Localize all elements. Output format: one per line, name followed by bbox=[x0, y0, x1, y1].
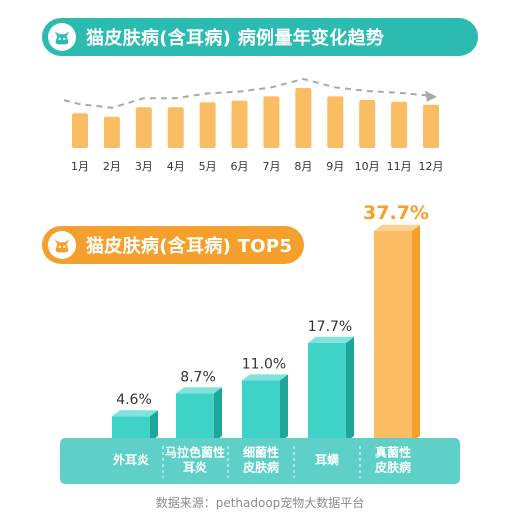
month-label: 9月 bbox=[326, 160, 344, 173]
top5-value-label: 37.7% bbox=[363, 202, 429, 224]
data-source-note: 数据来源：pethadoop宠物大数据平台 bbox=[155, 496, 365, 510]
month-label: 6月 bbox=[231, 160, 249, 173]
top5-bar bbox=[176, 387, 222, 442]
trend-chart: 1月 2月 3月 4月 5月 6月 7月 8月 9月 10月 11月 12月 bbox=[63, 77, 444, 173]
trend-bar bbox=[263, 96, 280, 148]
top5-bar bbox=[374, 224, 420, 442]
top5-bar-top bbox=[308, 336, 354, 343]
trend-bar bbox=[295, 88, 312, 148]
top5-bar bbox=[308, 336, 354, 442]
top5-category-label: 真菌性 bbox=[375, 445, 411, 460]
trend-title-pill: 猫皮肤病(含耳病) 病例量年变化趋势 bbox=[42, 18, 478, 56]
trend-bar bbox=[391, 101, 408, 148]
month-label: 3月 bbox=[135, 160, 153, 173]
top5-bar-top bbox=[112, 410, 158, 417]
top5-category-label: 耳螨 bbox=[315, 452, 339, 467]
top5-category-label: 外耳炎 bbox=[113, 452, 149, 467]
top5-chart: 4.6%8.7%11.0%17.7%37.7%外耳炎马拉色菌性耳炎细菌性皮肤病耳… bbox=[60, 202, 460, 484]
trend-bar bbox=[167, 107, 184, 148]
top5-bar bbox=[242, 374, 288, 442]
top5-bar-front bbox=[242, 380, 280, 442]
top5-bar-side bbox=[214, 387, 222, 442]
top5-category-label: 皮肤病 bbox=[374, 460, 411, 475]
top5-bar-side bbox=[150, 410, 158, 442]
top5-chart-title: 猫皮肤病(含耳病) TOP5 bbox=[86, 236, 293, 257]
top5-bar-side bbox=[412, 224, 420, 442]
top5-category-label: 耳炎 bbox=[183, 460, 207, 475]
cat-icon bbox=[48, 231, 76, 259]
top5-bar-front bbox=[112, 416, 150, 442]
trend-bar bbox=[423, 104, 439, 148]
month-label: 7月 bbox=[262, 160, 280, 173]
trend-arrowhead bbox=[425, 90, 437, 102]
top5-bar-front bbox=[308, 342, 346, 442]
top5-value-label: 4.6% bbox=[116, 392, 152, 408]
trend-bar bbox=[103, 116, 120, 148]
cat-icon bbox=[48, 23, 76, 51]
trend-bar bbox=[72, 113, 88, 148]
month-label: 10月 bbox=[355, 160, 380, 173]
top5-bar bbox=[112, 410, 158, 442]
trend-chart-title: 猫皮肤病(含耳病) 病例量年变化趋势 bbox=[86, 28, 385, 49]
trend-bar bbox=[199, 102, 216, 148]
top5-title-pill: 猫皮肤病(含耳病) TOP5 bbox=[42, 226, 304, 264]
top5-value-label: 8.7% bbox=[180, 369, 216, 385]
trend-bar bbox=[135, 107, 152, 148]
month-label: 5月 bbox=[199, 160, 217, 173]
top5-value-label: 17.7% bbox=[308, 319, 352, 335]
month-label: 12月 bbox=[419, 160, 444, 173]
top5-value-label: 11.0% bbox=[242, 356, 286, 372]
trend-bar bbox=[231, 100, 248, 148]
top5-bar-top bbox=[242, 374, 288, 381]
top5-bar-side bbox=[346, 336, 354, 442]
month-label: 2月 bbox=[103, 160, 121, 173]
top5-bar-top bbox=[374, 224, 420, 231]
month-label: 11月 bbox=[387, 160, 412, 173]
month-label: 8月 bbox=[294, 160, 312, 173]
top5-bar-top bbox=[176, 387, 222, 394]
top5-category-label: 细菌性 bbox=[243, 445, 279, 460]
top5-bar-front bbox=[374, 230, 412, 442]
trend-bar bbox=[359, 100, 376, 148]
top5-bar-side bbox=[280, 374, 288, 442]
trend-bar bbox=[327, 96, 344, 148]
top5-bar-front bbox=[176, 393, 214, 442]
month-label: 4月 bbox=[167, 160, 185, 173]
trend-line bbox=[63, 77, 432, 109]
top5-category-label: 马拉色菌性 bbox=[165, 445, 225, 460]
top5-category-label: 皮肤病 bbox=[242, 460, 279, 475]
month-label: 1月 bbox=[71, 160, 89, 173]
